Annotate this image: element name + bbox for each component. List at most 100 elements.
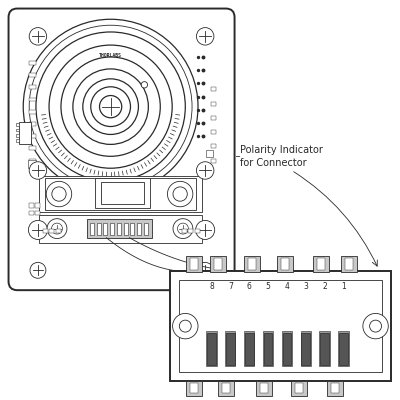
Bar [43,228,48,232]
Circle shape [52,187,66,201]
Bar [16,129,19,132]
Bar [35,204,40,208]
Bar [210,256,226,272]
Bar [256,381,272,396]
Bar [29,73,36,77]
Text: 1: 1 [341,282,346,291]
Bar [331,383,339,393]
Bar [45,178,196,210]
Bar [29,85,36,89]
Bar [16,134,19,137]
Bar [211,87,216,91]
Bar [124,223,128,235]
Bar [144,223,148,235]
Bar [186,256,202,272]
Circle shape [28,220,48,240]
Text: THORLABS: THORLABS [99,52,122,58]
Bar [300,332,311,366]
Bar [29,211,34,215]
Circle shape [168,181,193,207]
Bar [339,333,348,365]
Circle shape [30,262,46,278]
Circle shape [141,82,148,88]
Bar [97,223,101,235]
Bar [338,332,349,366]
Circle shape [370,320,382,332]
Circle shape [52,223,62,234]
Bar [29,134,36,138]
Bar [327,381,343,396]
Bar [282,332,292,366]
Bar [301,333,310,365]
Bar [50,228,54,232]
Bar [282,258,289,270]
Circle shape [179,320,191,332]
Bar [190,383,198,393]
Bar [248,258,256,270]
Text: 2: 2 [322,282,327,291]
Bar [345,258,353,270]
Bar [137,223,141,235]
Bar [282,333,291,365]
Bar [28,160,36,168]
Bar [104,223,108,235]
Bar [244,332,254,366]
Bar [101,182,144,204]
Bar [56,228,60,232]
Bar [295,383,303,393]
Circle shape [178,223,188,234]
Bar [16,139,19,142]
Bar [245,333,254,365]
Circle shape [46,181,72,207]
Text: 7: 7 [228,282,233,291]
Text: 3: 3 [303,282,308,291]
Bar [211,102,216,106]
Bar [29,61,36,65]
Bar [341,256,357,272]
Bar [291,381,307,396]
Bar [39,215,202,242]
Circle shape [173,219,193,238]
Circle shape [196,28,214,45]
Text: 5: 5 [266,282,270,291]
Bar [244,256,260,272]
Text: 6: 6 [247,282,252,291]
Bar [207,333,216,365]
Circle shape [363,314,388,339]
Bar [320,332,330,366]
Bar [317,258,325,270]
Bar [179,280,382,372]
Bar [195,228,200,232]
Bar [320,333,329,365]
Bar [19,122,31,144]
Bar [87,219,152,238]
Bar [35,211,40,215]
Bar [218,381,234,396]
Bar [29,204,34,208]
Bar [211,158,216,162]
Bar [29,158,36,162]
Bar [170,272,391,381]
Bar [263,332,273,366]
Bar [39,176,202,212]
Bar [16,124,19,126]
Bar [211,116,216,120]
Circle shape [196,162,214,179]
Circle shape [47,219,67,238]
Bar [29,110,36,114]
Circle shape [196,220,215,240]
Bar [29,146,36,150]
Bar [225,332,236,366]
Bar [90,223,94,235]
Bar [260,383,268,393]
Bar [206,332,216,366]
Bar [117,223,121,235]
Bar [211,144,216,148]
Bar [226,333,235,365]
Bar [29,122,36,126]
Bar [29,98,36,102]
FancyBboxPatch shape [8,8,234,290]
Bar [214,258,222,270]
Bar [186,381,202,396]
Circle shape [172,314,198,339]
